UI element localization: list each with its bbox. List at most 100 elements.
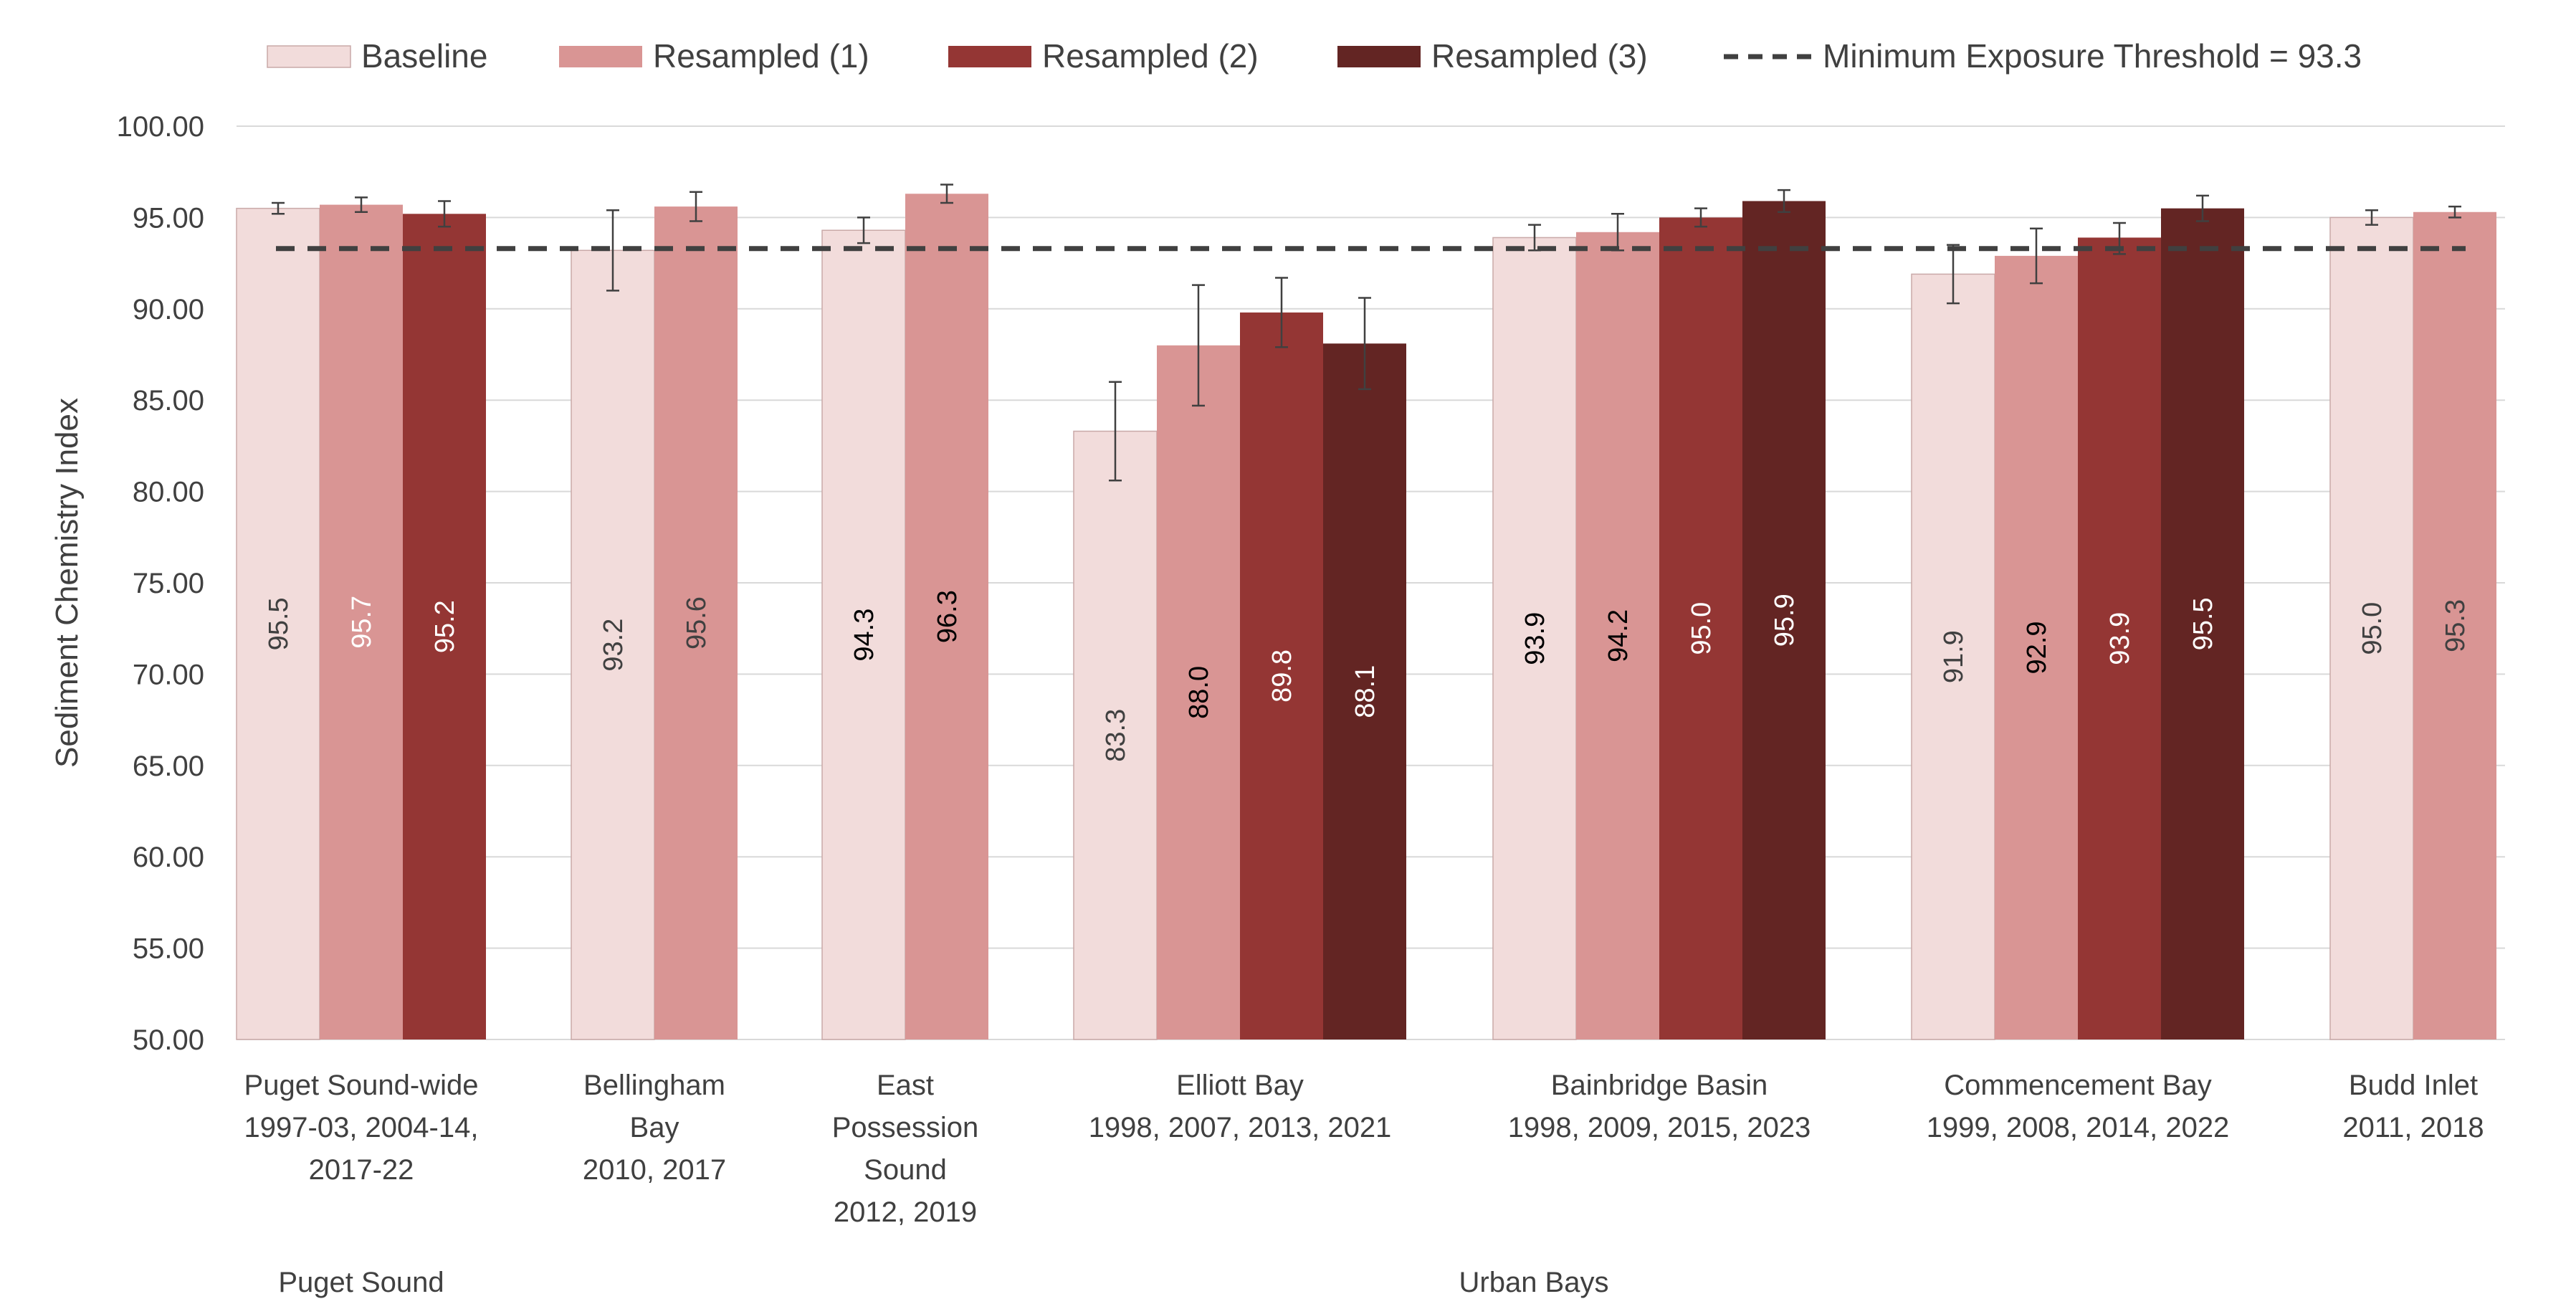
error-bar [2365,209,2378,226]
data-label: 88.1 [1350,665,1380,718]
y-tick-label: 55.00 [133,933,204,965]
data-label: 93.2 [598,619,629,672]
group-label: Puget Sound [278,1267,444,1298]
y-tick-label: 95.00 [133,202,204,234]
group-label: Urban Bays [1459,1267,1609,1298]
error-bar [940,184,953,204]
error-bar [272,201,285,215]
category-label: 2010, 2017 [583,1154,726,1186]
legend-swatch [1337,46,1421,67]
bar [1659,217,1742,1039]
category-label: Commencement Bay [1944,1070,2211,1101]
y-tick-label: 70.00 [133,659,204,690]
error-bar [690,191,702,222]
bar [236,207,320,1040]
legend-swatch [948,46,1031,67]
data-label: 94.3 [849,609,879,662]
category-label: Bainbridge Basin [1551,1070,1768,1101]
x-axis: Puget Sound-wide 1997-03, 2004-14, 2017-22… [244,1070,2484,1298]
error-bar [1358,297,1371,391]
data-label: 95.0 [1687,602,1717,655]
data-label: 95.7 [347,596,377,649]
error-bar [1109,381,1122,482]
legend-label: Minimum Exposure Threshold = 93.3 [1823,37,2362,75]
bar [1492,237,1577,1040]
data-label: 95.3 [2441,599,2471,652]
data-label: 95.0 [2357,602,2387,655]
data-label: 96.3 [932,590,963,643]
category-label: Bellingham [583,1070,725,1101]
data-label: 95.5 [264,597,294,650]
category-label: 1998, 2007, 2013, 2021 [1089,1112,1392,1143]
bar [1995,255,2078,1040]
error-bar [2030,227,2043,285]
category-label: Sound [864,1154,947,1186]
error-bar [1694,207,1707,228]
error-bar [606,209,619,292]
y-tick-label: 65.00 [133,751,204,782]
data-labels: 95.5 95.7 95.2 93.2 95.6 94.3 96.3 83.3 88.0 89.8… [264,590,2471,762]
bar [654,206,738,1039]
y-tick-label: 90.00 [133,294,204,325]
data-label: 95.2 [430,600,460,653]
legend-label: Baseline [361,37,487,75]
bar [571,249,655,1040]
y-axis: Sediment Chemistry Index 50.00 55.00 60.00… [49,111,204,1056]
category-label: Budd Inlet [2349,1070,2478,1101]
y-axis-title: Sediment Chemistry Index [49,398,85,768]
y-tick-label: 60.00 [133,842,204,873]
legend-label: Resampled (3) [1431,37,1648,75]
category-label: 2017-22 [309,1154,414,1186]
bar [821,229,906,1040]
data-label: 95.5 [2188,597,2218,650]
error-bar [857,216,870,244]
category-label: 2011, 2018 [2342,1112,2484,1143]
error-bar [1778,189,1790,214]
bar [1073,430,1158,1040]
data-label: 94.2 [1603,609,1633,662]
y-tick-label: 85.00 [133,385,204,417]
category-label: Possession [832,1112,979,1143]
error-bar [1192,284,1205,407]
error-bar [2448,205,2461,219]
data-label: 95.9 [1770,594,1800,647]
bar [320,204,403,1040]
category-label: 1999, 2008, 2014, 2022 [1927,1112,2230,1143]
data-label: 93.9 [1520,612,1550,665]
data-label: 93.9 [2105,612,2135,665]
error-bar [355,196,368,214]
y-tick-label: 80.00 [133,477,204,508]
category-label: East [877,1070,934,1101]
data-label: 91.9 [1939,630,1969,683]
category-label: Elliott Bay [1176,1070,1304,1101]
legend-swatch [267,45,351,68]
legend-label: Resampled (2) [1042,37,1259,75]
bar [2413,211,2496,1040]
bar [905,194,988,1039]
data-label: 89.8 [1267,649,1297,703]
bar [1157,345,1240,1039]
y-tick-label: 75.00 [133,568,204,599]
bar [1240,312,1323,1039]
y-tick-label: 100.00 [117,111,204,143]
bar [1576,232,1659,1040]
error-bar [1275,277,1288,348]
data-label: 88.0 [1184,666,1214,719]
legend-swatch [559,46,642,67]
error-bar [2196,194,2209,222]
bar [1742,201,1826,1039]
category-label: 1997-03, 2004-14, [244,1112,479,1143]
category-label: Puget Sound-wide [244,1070,479,1101]
error-bar [1947,244,1960,305]
y-tick-label: 50.00 [133,1024,204,1056]
legend-label: Resampled (1) [653,37,869,75]
error-bar [438,200,451,228]
bars [236,194,2496,1040]
legend: Baseline Resampled (1) Resampled (2) Resamp… [267,37,2362,75]
bar [2161,208,2244,1039]
bar [1911,273,1995,1040]
category-label: 2012, 2019 [834,1196,977,1228]
bar [2078,237,2161,1040]
